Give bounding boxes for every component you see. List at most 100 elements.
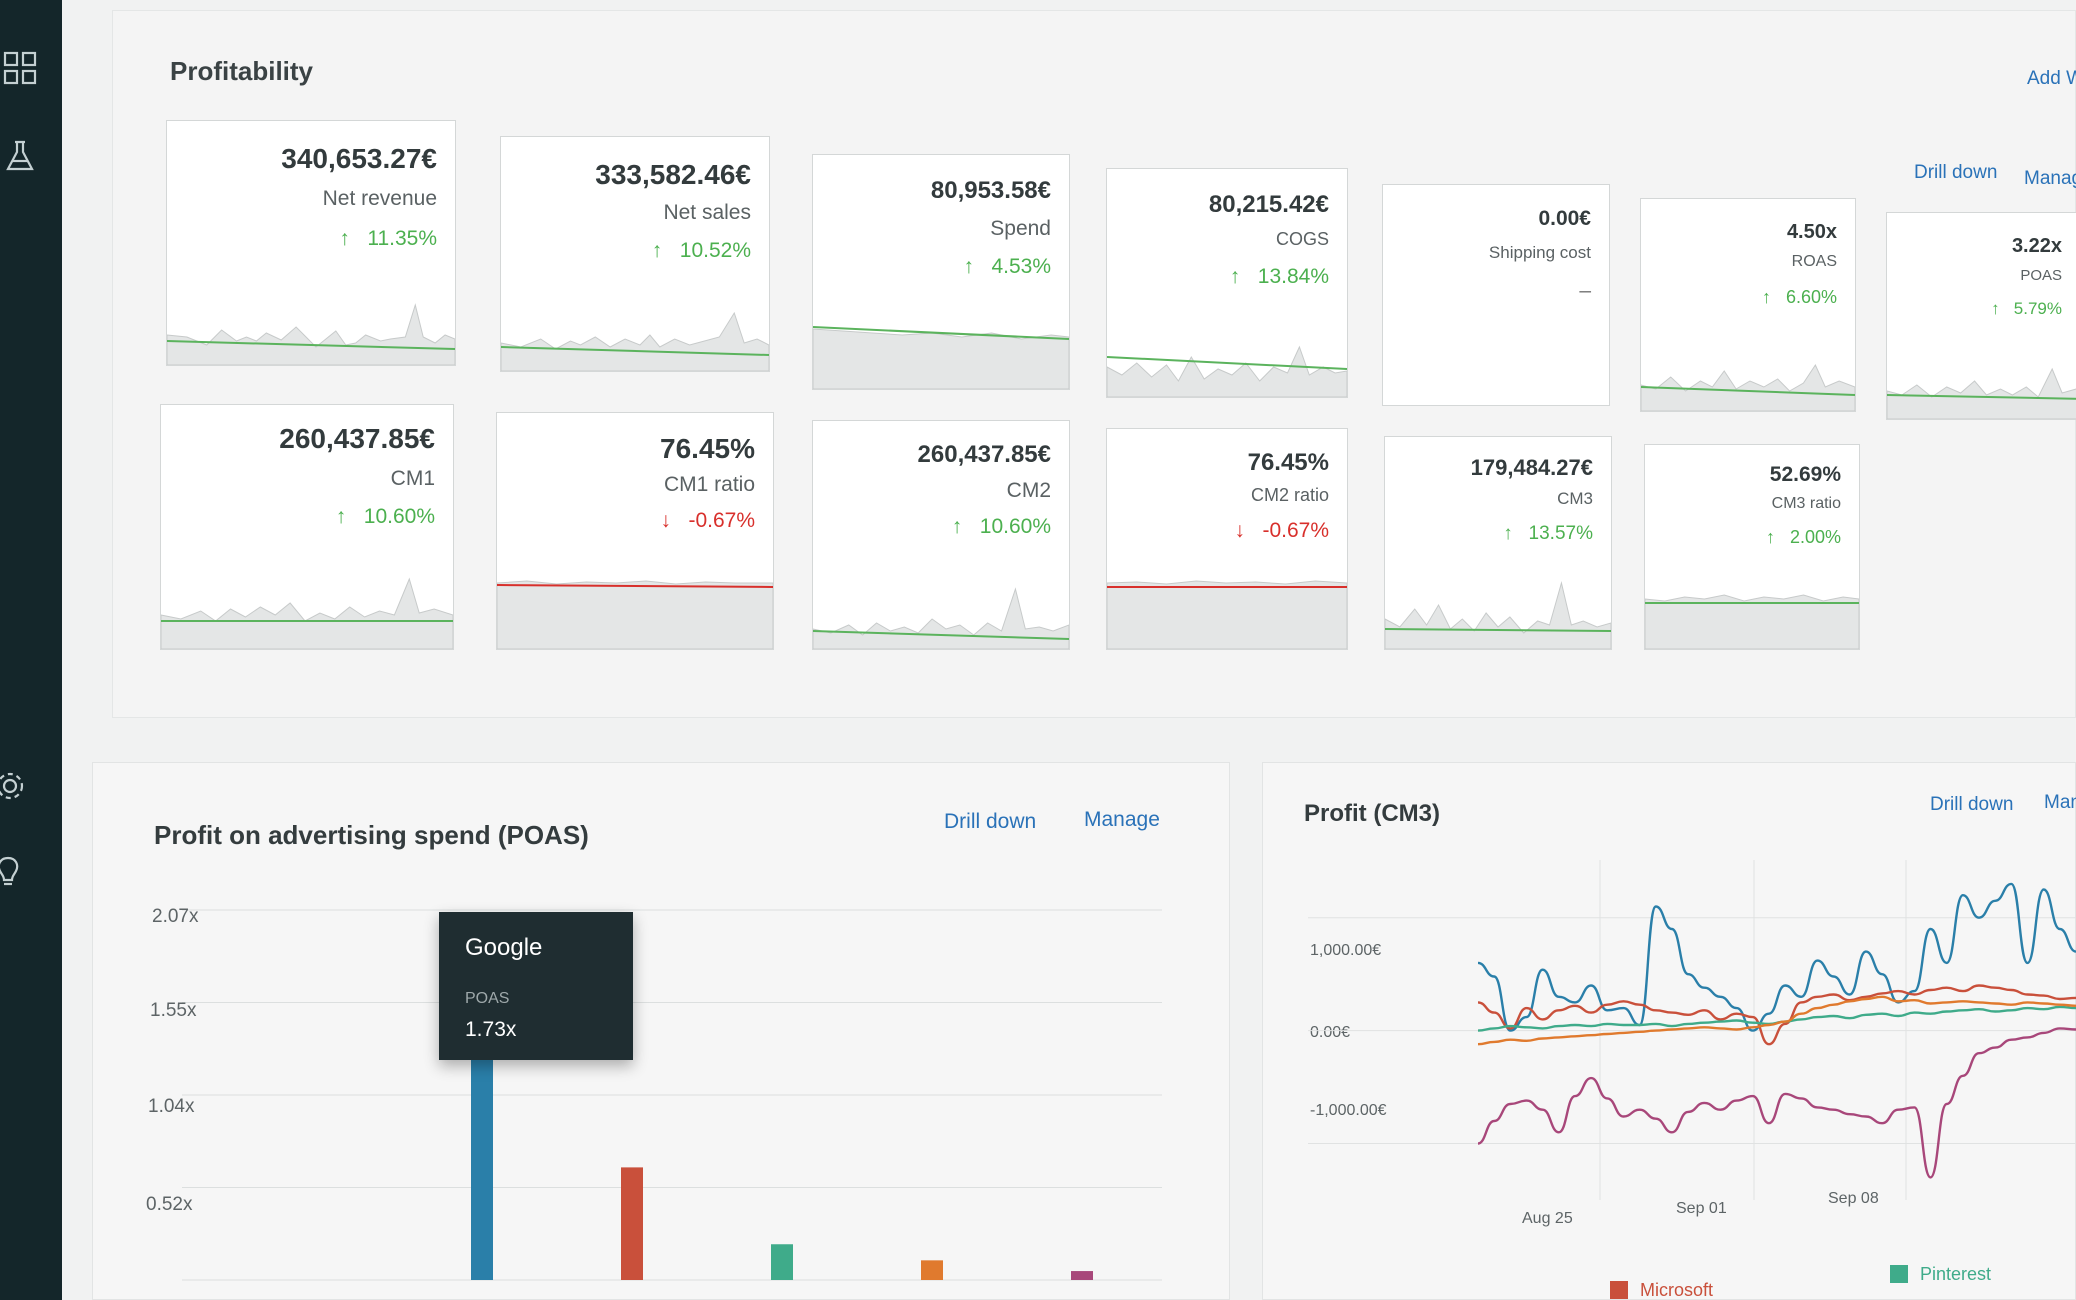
sparkline — [813, 326, 1069, 389]
kpi-change: ↑ 13.84% — [1229, 265, 1329, 288]
sparkline — [1385, 581, 1611, 649]
cm3-drill-down-link[interactable]: Drill down — [1930, 794, 2014, 815]
poas-ytick: 2.07x — [152, 906, 199, 927]
kpi-change: ↑ 10.60% — [951, 515, 1051, 538]
sparkline — [1107, 580, 1347, 649]
kpi-change: ↑ 10.52% — [651, 239, 751, 262]
arrow-up-icon: ↑ — [1503, 523, 1529, 544]
kpi-card-poas[interactable]: 3.22x POAS ↑ 5.79% — [1886, 212, 2076, 420]
legend-item-pinterest[interactable]: Pinterest — [1890, 1264, 1991, 1285]
arrow-up-icon: ↑ — [1229, 265, 1258, 288]
tooltip-metric: POAS — [465, 990, 510, 1007]
kpi-change: ↓ -0.67% — [1234, 519, 1329, 542]
kpi-change: ↑ 2.00% — [1765, 527, 1841, 547]
sidebar — [0, 0, 62, 1300]
poas-bar[interactable] — [921, 1260, 943, 1280]
flask-icon[interactable] — [0, 136, 40, 176]
poas-panel — [92, 762, 1230, 1300]
arrow-up-icon: ↑ — [1765, 527, 1790, 547]
poas-gridlines — [182, 909, 1162, 1281]
kpi-card-cm3-ratio[interactable]: 52.69% CM3 ratio ↑ 2.00% — [1644, 444, 1860, 650]
poas-bar[interactable] — [621, 1167, 643, 1280]
kpi-card-cm2-ratio[interactable]: 76.45% CM2 ratio ↓ -0.67% — [1106, 428, 1348, 650]
sparkline — [813, 587, 1069, 649]
cm3-xtick: Aug 25 — [1522, 1210, 1573, 1227]
arrow-up-icon: ↑ — [951, 515, 980, 538]
kpi-label: Spend — [990, 217, 1051, 240]
kpi-card-net-sales[interactable]: 333,582.46€ Net sales ↑ 10.52% — [500, 136, 770, 372]
sparkline — [161, 577, 453, 649]
sparkline — [167, 303, 455, 365]
cm3-ytick: 0.00€ — [1310, 1024, 1351, 1041]
kpi-label: CM3 ratio — [1771, 495, 1841, 512]
legend-swatch — [1890, 1265, 1908, 1283]
poas-drill-down-link[interactable]: Drill down — [944, 810, 1037, 833]
kpi-card-net-revenue[interactable]: 340,653.27€ Net revenue ↑ 11.35% — [166, 120, 456, 366]
kpi-change: ↑ 5.79% — [1991, 299, 2062, 318]
kpi-label: CM3 — [1557, 489, 1593, 508]
kpi-label: CM1 — [390, 467, 435, 490]
cm3-manage-link[interactable]: Man — [2044, 792, 2076, 813]
kpi-label: Net sales — [663, 201, 751, 224]
kpi-change: ↑ 4.53% — [963, 255, 1051, 278]
kpi-value: 76.45% — [660, 433, 755, 464]
kpi-label: Net revenue — [322, 187, 437, 210]
arrow-up-icon: ↑ — [339, 227, 368, 250]
cm3-ytick: 1,000.00€ — [1310, 942, 1382, 959]
kpi-label: CM2 ratio — [1250, 485, 1329, 505]
poas-ytick: 1.04x — [148, 1096, 195, 1117]
arrow-up-icon: ↑ — [1761, 287, 1786, 307]
arrow-up-icon: ↑ — [963, 255, 992, 278]
gear-icon[interactable] — [0, 766, 30, 806]
kpi-label: POAS — [2020, 267, 2062, 284]
poas-bar[interactable] — [1071, 1271, 1093, 1280]
poas-tooltip: Google POAS 1.73x — [439, 912, 633, 1060]
kpi-change: ↑ 6.60% — [1761, 287, 1837, 307]
kpi-card-roas[interactable]: 4.50x ROAS ↑ 6.60% — [1640, 198, 1856, 412]
tooltip-title: Google — [465, 934, 543, 961]
kpi-value: 260,437.85€ — [917, 441, 1051, 468]
drill-down-link[interactable]: Drill down — [1914, 162, 1998, 183]
cm3-ytick: -1,000.00€ — [1310, 1102, 1387, 1119]
lightbulb-icon[interactable] — [0, 852, 28, 892]
kpi-label: COGS — [1275, 229, 1329, 249]
poas-bar[interactable] — [771, 1244, 793, 1280]
kpi-card-shipping-cost[interactable]: 0.00€ Shipping cost – — [1382, 184, 1610, 406]
kpi-change: ↑ 11.35% — [339, 227, 437, 250]
profitability-title: Profitability — [170, 56, 314, 86]
kpi-value: 4.50x — [1786, 221, 1837, 243]
poas-title: Profit on advertising spend (POAS) — [154, 820, 589, 850]
sparkline — [1641, 363, 1855, 411]
kpi-value: 52.69% — [1769, 463, 1841, 486]
tooltip-value: 1.73x — [465, 1018, 517, 1041]
kpi-value: 3.22x — [2011, 235, 2062, 257]
cm3-series-line — [1477, 984, 2076, 1046]
cm3-lines — [1477, 882, 2076, 1179]
kpi-value: 80,215.42€ — [1208, 191, 1329, 218]
kpi-label: CM1 ratio — [663, 473, 755, 496]
kpi-change: – — [1579, 279, 1591, 302]
dashboard-grid-icon[interactable] — [0, 48, 40, 88]
poas-manage-link[interactable]: Manage — [1084, 808, 1160, 831]
kpi-card-cogs[interactable]: 80,215.42€ COGS ↑ 13.84% — [1106, 168, 1348, 398]
poas-ytick: 1.55x — [150, 1000, 197, 1021]
legend-item-microsoft[interactable]: Microsoft — [1610, 1280, 1713, 1300]
sparkline — [501, 311, 769, 371]
kpi-label: ROAS — [1791, 253, 1837, 270]
cm3-gridlines — [1308, 860, 2076, 1200]
cm3-chart — [1308, 860, 2076, 1200]
kpi-value: 80,953.58€ — [930, 177, 1051, 204]
kpi-card-cm2[interactable]: 260,437.85€ CM2 ↑ 10.60% — [812, 420, 1070, 650]
sparkline — [1887, 367, 2076, 419]
kpi-card-cm1-ratio[interactable]: 76.45% CM1 ratio ↓ -0.67% — [496, 412, 774, 650]
arrow-down-icon: ↓ — [660, 509, 689, 532]
kpi-card-cm1[interactable]: 260,437.85€ CM1 ↑ 10.60% — [160, 404, 454, 650]
kpi-value: 260,437.85€ — [279, 423, 435, 454]
manage-link[interactable]: Manag — [2024, 168, 2076, 189]
add-widget-link[interactable]: Add W — [2027, 68, 2076, 89]
kpi-card-spend[interactable]: 80,953.58€ Spend ↑ 4.53% — [812, 154, 1070, 390]
sparkline — [1107, 345, 1347, 397]
cm3-xtick: Sep 01 — [1676, 1200, 1727, 1217]
kpi-card-cm3[interactable]: 179,484.27€ CM3 ↑ 13.57% — [1384, 436, 1612, 650]
cm3-series-line — [1477, 1005, 2076, 1032]
